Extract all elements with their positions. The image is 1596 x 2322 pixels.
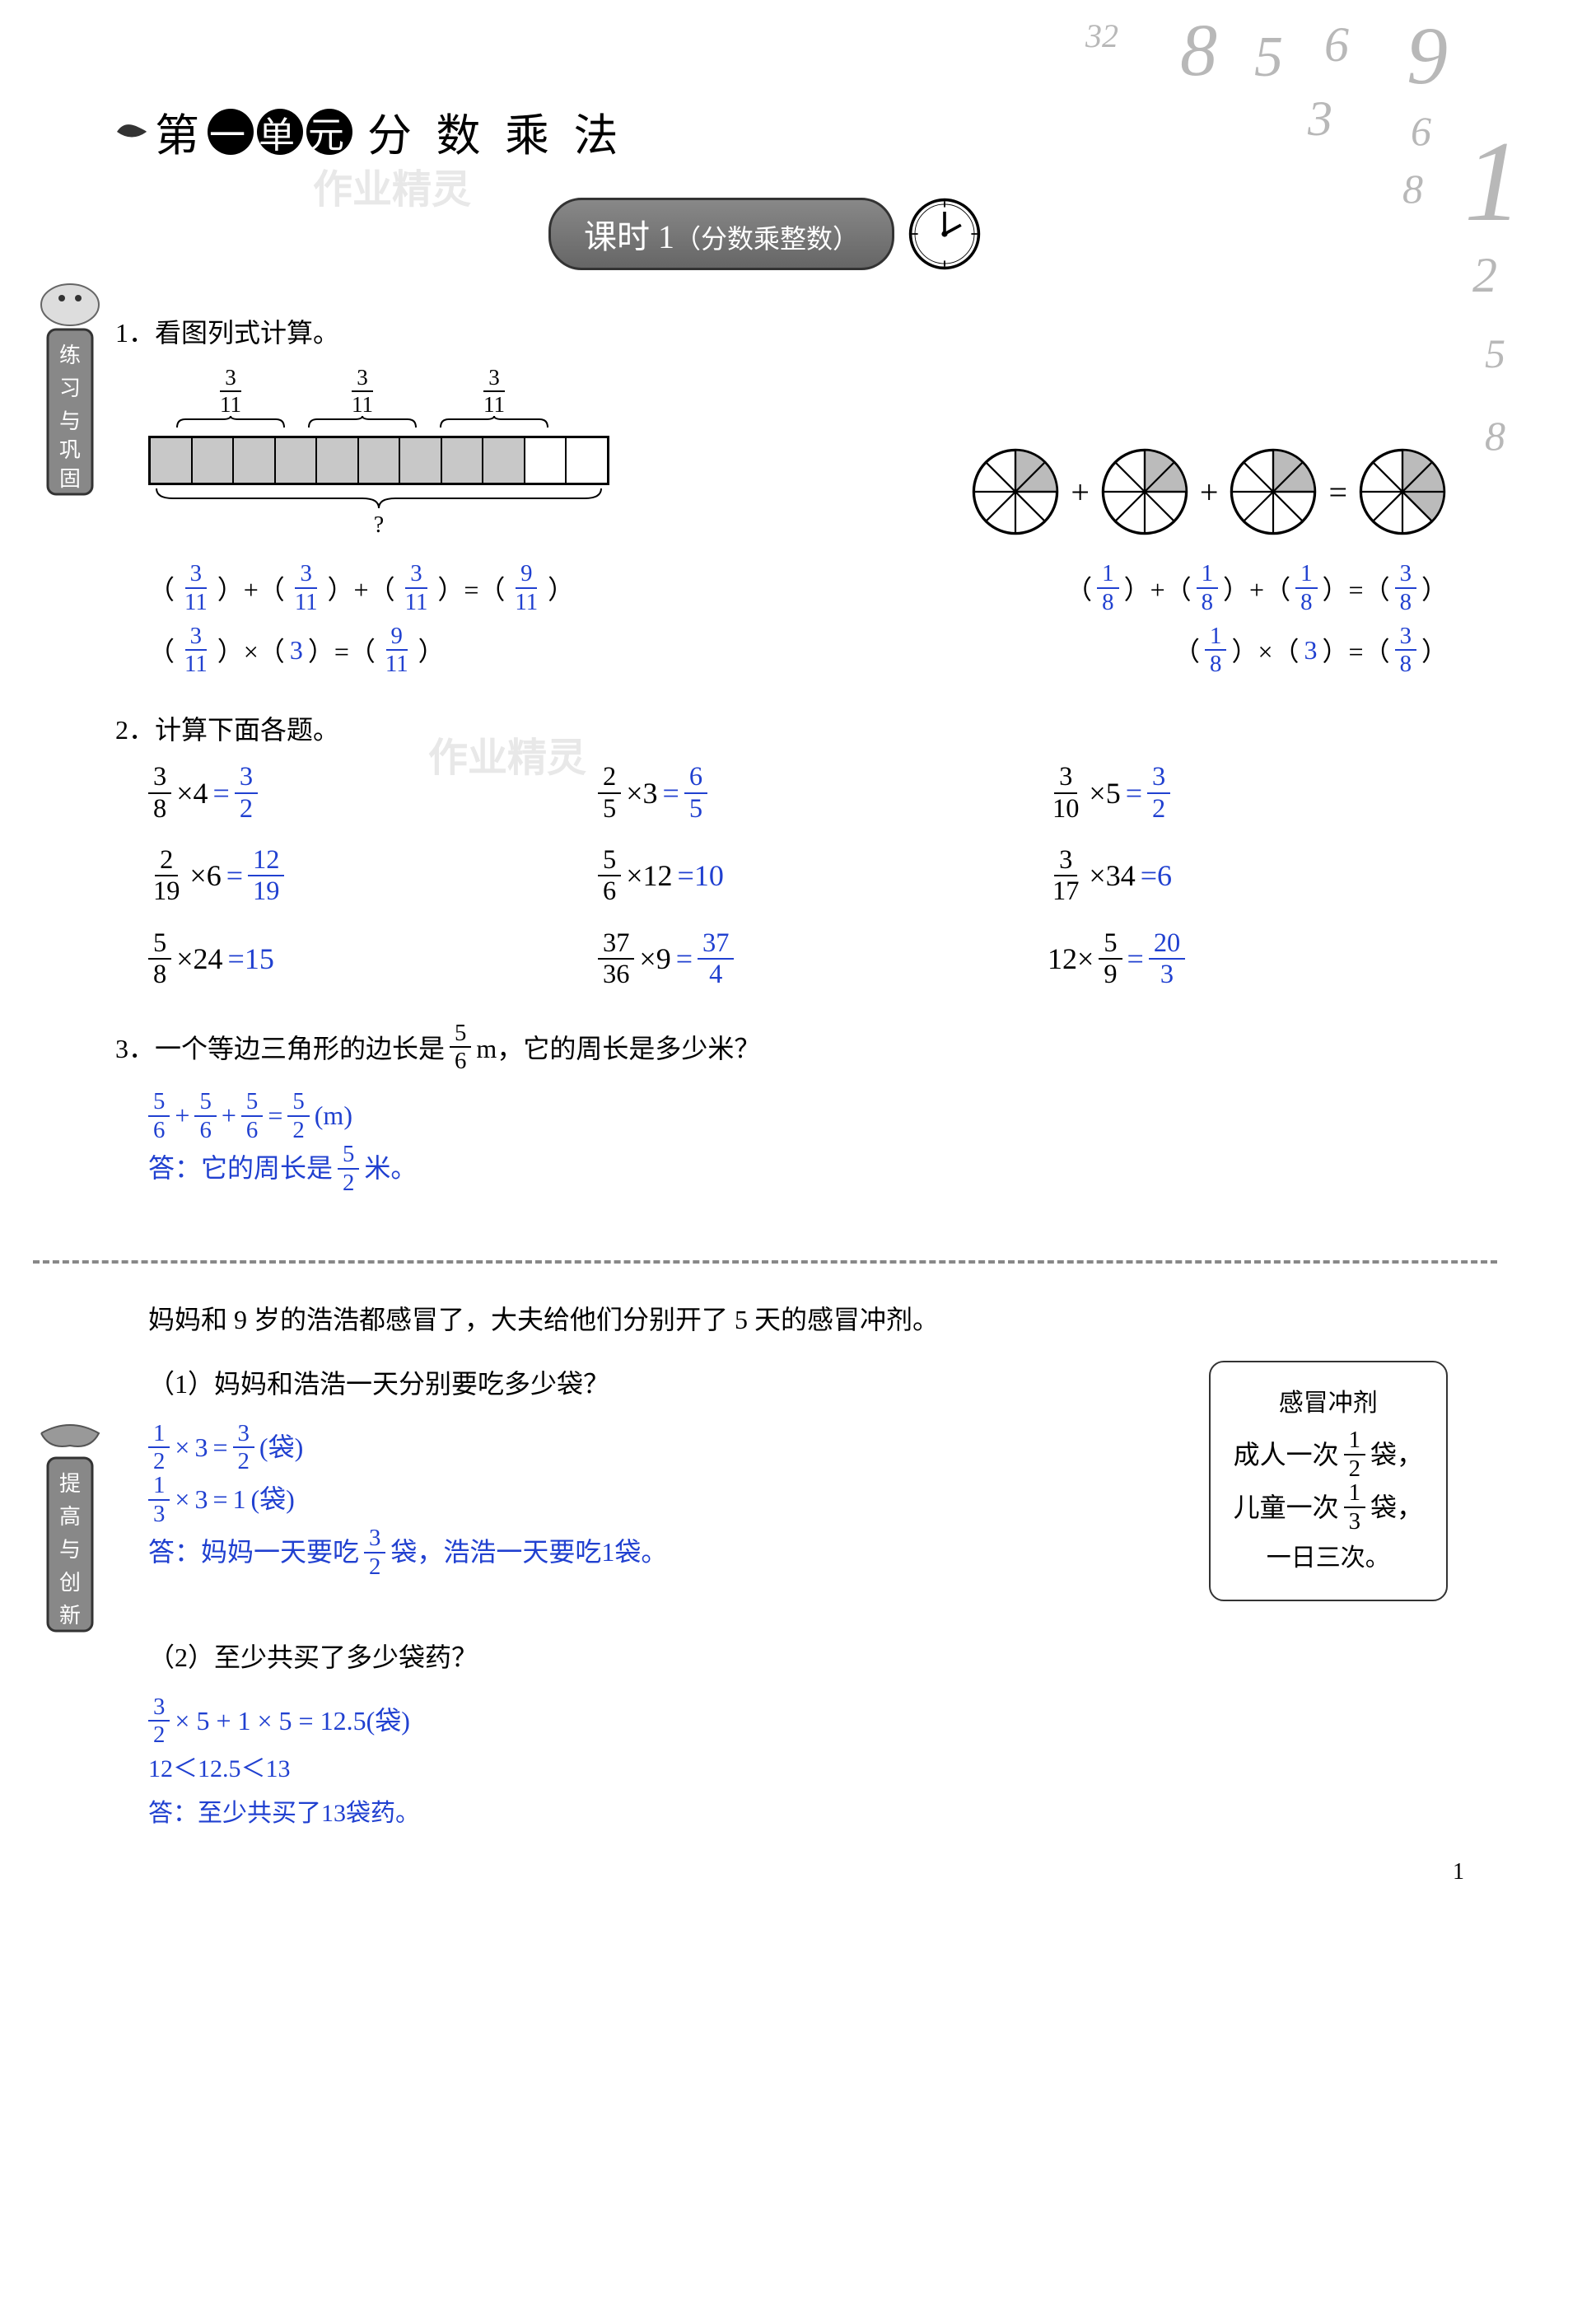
- q1-right-expr2: （ 18 ）×（ 3 ）=（ 38 ）: [1174, 624, 1448, 677]
- question-2: 2．计算下面各题。 作业精灵 38×4 = 3225×3 = 65310×5 =…: [148, 709, 1448, 988]
- question-3: 3．一个等边三角形的边长是 56 m，它的周长是多少米？ 56 + 56 + 5…: [148, 1021, 1448, 1195]
- question-4: 妈妈和 9 岁的浩浩都感冒了，大夫给他们分别开了 5 天的感冒冲剂。 感冒冲剂 …: [148, 1296, 1448, 1836]
- sidebar-practice-badge: 练 习 与 巩 固: [33, 280, 107, 515]
- pie-icon: [1357, 446, 1448, 537]
- sidebar-improve-badge: 提 高 与 创 新: [33, 1417, 107, 1652]
- calc-item: 3736×9 = 374: [598, 930, 998, 988]
- q1-left-expr2: （ 311 ）×（ 3 ）=（ 911 ）: [148, 624, 445, 677]
- svg-text:与: 与: [59, 1538, 81, 1562]
- q2-title: 2．计算下面各题。: [115, 709, 1448, 747]
- unit-title: 第 一 单 元 分 数 乘 法: [115, 99, 1497, 164]
- calc-item: 38×4 = 32: [148, 764, 548, 822]
- leaf-icon: [115, 119, 148, 144]
- svg-text:练: 练: [59, 343, 81, 367]
- lesson-banner: 课时 1（分数乘整数）: [33, 197, 1497, 271]
- pie-icon: [1228, 446, 1318, 537]
- pie-icon: [1099, 446, 1190, 537]
- svg-text:提: 提: [59, 1472, 81, 1496]
- calc-item: 56×12 =10: [598, 847, 998, 905]
- svg-text:巩: 巩: [59, 438, 81, 462]
- pie-diagram: + + =: [970, 446, 1448, 537]
- pie-icon: [970, 446, 1061, 537]
- section-divider: [33, 1260, 1497, 1264]
- calc-item: 310×5 = 32: [1048, 764, 1448, 822]
- q1-left-expr1: （ 311 ）+（ 311 ）+（ 311 ）=（ 911 ）: [148, 562, 574, 614]
- page-number: 1: [1453, 1859, 1464, 1885]
- calc-item: 58×24 =15: [148, 930, 548, 988]
- svg-text:与: 与: [59, 409, 81, 433]
- svg-text:新: 新: [59, 1604, 81, 1628]
- calc-item: 317×34 =6: [1048, 847, 1448, 905]
- question-1: 1．看图列式计算。 311 311 311: [148, 312, 1448, 676]
- calc-item: 12×59 = 203: [1048, 930, 1448, 988]
- calc-item: 25×3 = 65: [598, 764, 998, 822]
- calc-item: 219×6 = 1219: [148, 847, 548, 905]
- medicine-info-box: 感冒冲剂 成人一次12袋， 儿童一次13袋， 一日三次。: [1209, 1361, 1448, 1601]
- q4-sub2: （2）至少共买了多少袋药？: [148, 1634, 1448, 1682]
- svg-text:固: 固: [59, 467, 81, 491]
- svg-text:习: 习: [59, 376, 81, 400]
- bar-diagram: 311 311 311 ?: [148, 367, 609, 537]
- svg-text:高: 高: [59, 1505, 81, 1529]
- q1-title: 1．看图列式计算。: [115, 312, 1448, 350]
- svg-text:创: 创: [59, 1571, 81, 1595]
- clock-icon: [908, 197, 982, 271]
- q1-right-expr1: （ 18 ）+（ 18 ）+（ 18 ）=（ 38 ）: [1066, 562, 1448, 614]
